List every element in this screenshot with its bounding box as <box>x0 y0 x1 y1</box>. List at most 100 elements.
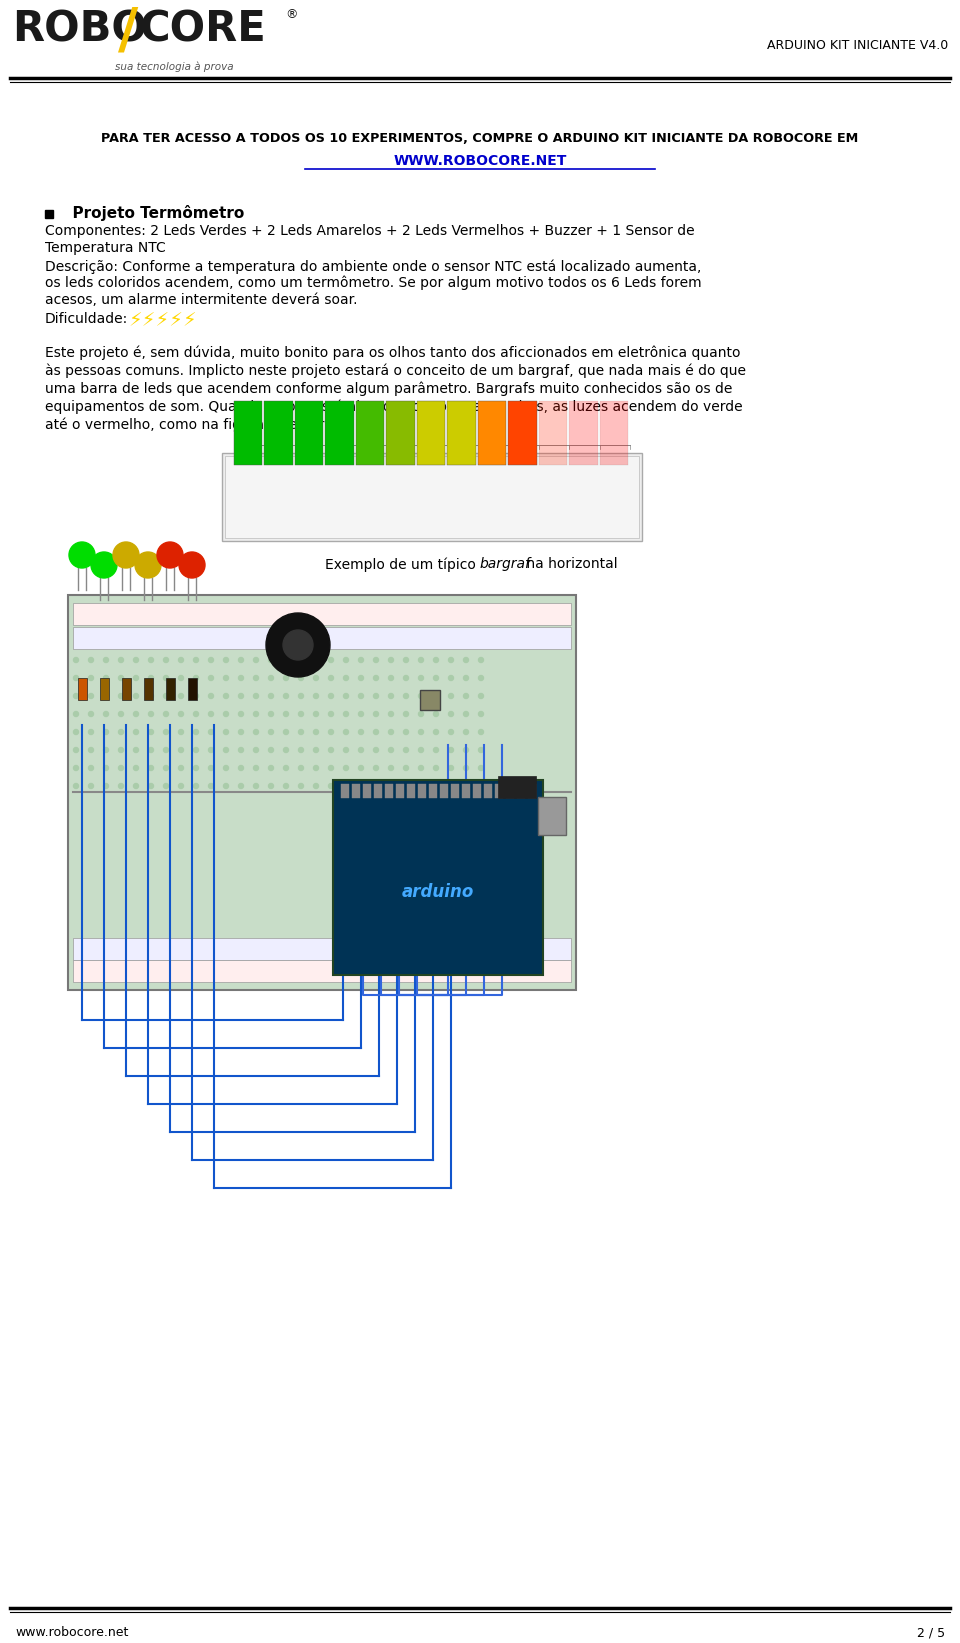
Bar <box>538 797 566 835</box>
Circle shape <box>118 657 124 662</box>
Circle shape <box>91 552 117 578</box>
Circle shape <box>344 711 348 716</box>
Bar <box>45 210 53 219</box>
Text: /: / <box>118 3 138 58</box>
Circle shape <box>238 766 244 771</box>
Circle shape <box>434 693 439 698</box>
Circle shape <box>88 657 93 662</box>
Circle shape <box>113 542 139 568</box>
Circle shape <box>283 748 289 752</box>
Circle shape <box>448 748 453 752</box>
Circle shape <box>149 711 154 716</box>
Circle shape <box>314 693 319 698</box>
Circle shape <box>163 711 169 716</box>
Bar <box>508 401 537 465</box>
Circle shape <box>208 711 213 716</box>
Bar <box>341 784 349 798</box>
Circle shape <box>478 675 484 680</box>
Circle shape <box>344 766 348 771</box>
Circle shape <box>344 784 348 789</box>
Circle shape <box>224 711 228 716</box>
Circle shape <box>389 766 394 771</box>
Circle shape <box>358 729 364 734</box>
Circle shape <box>478 784 484 789</box>
Circle shape <box>344 675 348 680</box>
Text: às pessoas comuns. Implicto neste projeto estará o conceito de um bargraf, que n: às pessoas comuns. Implicto neste projet… <box>45 363 746 378</box>
Circle shape <box>419 675 423 680</box>
Circle shape <box>238 784 244 789</box>
Circle shape <box>194 711 199 716</box>
Circle shape <box>373 711 378 716</box>
Circle shape <box>163 693 169 698</box>
Text: sua tecnologia à prova: sua tecnologia à prova <box>115 62 233 72</box>
Circle shape <box>464 711 468 716</box>
Circle shape <box>464 693 468 698</box>
Bar <box>352 784 360 798</box>
Text: bargraf: bargraf <box>480 557 531 572</box>
Bar <box>484 784 492 798</box>
Circle shape <box>74 748 79 752</box>
Circle shape <box>194 657 199 662</box>
Circle shape <box>403 729 409 734</box>
Circle shape <box>269 784 274 789</box>
Circle shape <box>464 675 468 680</box>
Circle shape <box>269 693 274 698</box>
Circle shape <box>266 613 330 677</box>
Text: www.robocore.net: www.robocore.net <box>15 1627 129 1640</box>
Bar <box>295 401 324 465</box>
Circle shape <box>478 729 484 734</box>
Bar <box>528 784 536 798</box>
Bar <box>396 784 404 798</box>
Circle shape <box>434 729 439 734</box>
Circle shape <box>299 657 303 662</box>
Bar <box>73 960 571 983</box>
Bar <box>478 401 506 465</box>
Circle shape <box>224 784 228 789</box>
Circle shape <box>224 693 228 698</box>
Circle shape <box>314 711 319 716</box>
Circle shape <box>358 657 364 662</box>
Circle shape <box>419 657 423 662</box>
Circle shape <box>179 693 183 698</box>
Circle shape <box>403 657 409 662</box>
Text: Exemplo de um típico: Exemplo de um típico <box>324 557 480 572</box>
Circle shape <box>299 784 303 789</box>
Circle shape <box>328 657 333 662</box>
Bar <box>386 401 415 465</box>
Circle shape <box>283 784 289 789</box>
Circle shape <box>344 693 348 698</box>
Circle shape <box>389 711 394 716</box>
Bar <box>600 401 628 465</box>
Circle shape <box>104 729 108 734</box>
Circle shape <box>358 766 364 771</box>
Circle shape <box>314 748 319 752</box>
Bar <box>264 401 293 465</box>
Circle shape <box>389 748 394 752</box>
Circle shape <box>88 711 93 716</box>
Circle shape <box>328 675 333 680</box>
Circle shape <box>328 693 333 698</box>
Circle shape <box>373 657 378 662</box>
Circle shape <box>373 748 378 752</box>
Circle shape <box>208 675 213 680</box>
Circle shape <box>74 729 79 734</box>
Circle shape <box>74 711 79 716</box>
Bar <box>234 401 262 465</box>
Circle shape <box>194 675 199 680</box>
Circle shape <box>179 766 183 771</box>
Text: Temperatura NTC: Temperatura NTC <box>45 242 166 255</box>
Text: acesos, um alarme intermitente deverá soar.: acesos, um alarme intermitente deverá so… <box>45 292 357 307</box>
Bar <box>222 453 642 541</box>
Bar <box>447 401 476 465</box>
Circle shape <box>253 711 258 716</box>
Circle shape <box>389 657 394 662</box>
Circle shape <box>194 784 199 789</box>
Text: os leds coloridos acendem, como um termômetro. Se por algum motivo todos os 6 Le: os leds coloridos acendem, como um termô… <box>45 276 702 291</box>
Circle shape <box>104 766 108 771</box>
Circle shape <box>179 748 183 752</box>
Circle shape <box>104 657 108 662</box>
Bar <box>451 784 459 798</box>
Circle shape <box>133 784 138 789</box>
Circle shape <box>238 711 244 716</box>
Circle shape <box>314 729 319 734</box>
